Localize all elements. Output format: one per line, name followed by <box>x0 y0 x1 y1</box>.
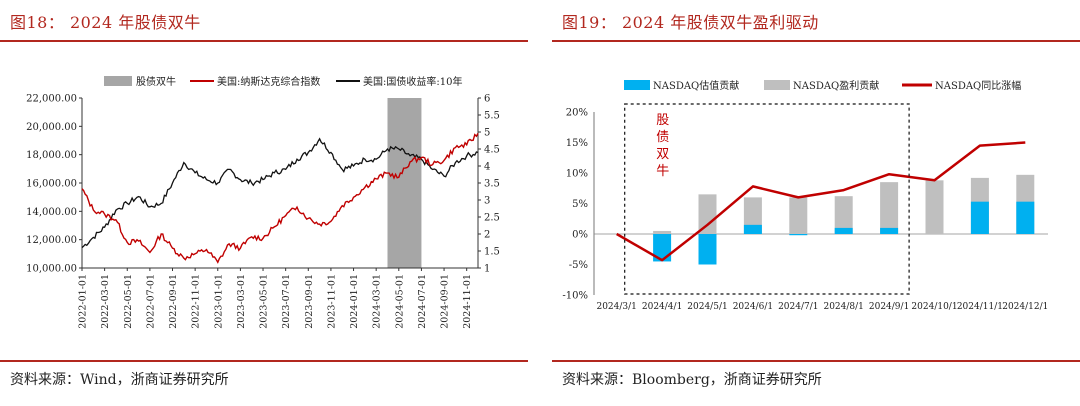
valuation-bar <box>970 201 989 234</box>
earnings-bar <box>698 194 717 234</box>
right-y-tick-label: 5 <box>484 128 490 139</box>
legend-yoy-label: NASDAQ同比涨幅 <box>935 79 1021 92</box>
x-tick-label: 2024-11-01 <box>462 274 473 329</box>
x-tick-label: 2024-03-01 <box>372 274 383 329</box>
earnings-bar <box>925 180 944 234</box>
legend-nasdaq-label: 美国:纳斯达克综合指数 <box>217 75 320 88</box>
x-tick-label: 2024/4/1 <box>642 302 682 312</box>
x-tick-label: 2024/9/1 <box>869 302 909 312</box>
x-tick-label: 2024/8/1 <box>823 302 863 312</box>
right-y-tick-label: 1 <box>484 264 490 275</box>
right-y-tick-label: 5.5 <box>484 111 500 122</box>
y-tick-label: -10% <box>562 291 588 302</box>
right-y-tick-label: 6 <box>484 94 490 105</box>
right-y-tick-label: 4.5 <box>484 145 500 156</box>
y-tick-label: 0% <box>572 230 588 241</box>
earnings-driver-bar-chart: NASDAQ估值贡献 NASDAQ盈利贡献 NASDAQ同比涨幅 -10% -5% 0% 5… <box>562 79 1048 312</box>
figure-19-panel: 图19： 2024 年股债双牛盈利驱动 NASDAQ估值贡献 NASDAQ盈利贡献… <box>552 0 1080 406</box>
x-tick-label: 2023-03-01 <box>236 274 247 329</box>
right-y-tick-label: 1.5 <box>484 247 500 258</box>
right-y-tick-label: 3 <box>484 196 490 207</box>
x-tick-label: 2022-07-01 <box>145 274 156 329</box>
legend-treasury-label: 美国:国债收益率:10年 <box>363 75 462 88</box>
x-tick-label: 2023-05-01 <box>259 274 270 329</box>
y-tick-label: 10% <box>566 169 588 180</box>
left-y-tick-label: 20,000.00 <box>26 122 77 133</box>
valuation-bar <box>743 224 762 234</box>
legend-shade-swatch <box>104 76 132 86</box>
left-y-tick-label: 22,000.00 <box>26 94 77 105</box>
stock-bond-line-chart: 股债双牛 美国:纳斯达克综合指数 美国:国债收益率:10年 10,000.00 12,0… <box>26 75 500 329</box>
figure-19-title: 图19： 2024 年股债双牛盈利驱动 <box>562 13 819 32</box>
earnings-bar <box>789 197 808 234</box>
left-y-tick-label: 14,000.00 <box>26 207 77 218</box>
x-tick-label: 2023-11-01 <box>326 274 337 329</box>
x-tick-label: 2022-03-01 <box>100 274 111 329</box>
x-tick-label: 2022-09-01 <box>168 274 179 329</box>
title-rule <box>552 40 1080 42</box>
x-tick-label: 2024-07-01 <box>417 274 428 329</box>
title-rule <box>0 40 528 42</box>
x-tick-label: 2024/5/1 <box>687 302 727 312</box>
valuation-bar <box>653 234 672 262</box>
x-tick-label: 2024/6/1 <box>733 302 773 312</box>
valuation-bar <box>698 234 717 265</box>
source-rule <box>552 360 1080 362</box>
figure-19-source: 资料来源：Bloomberg，浙商证券研究所 <box>562 372 822 388</box>
stock-bond-bull-box <box>624 103 910 295</box>
valuation-bar <box>834 227 853 234</box>
earnings-bar <box>653 230 672 234</box>
x-tick-label: 2023-09-01 <box>304 274 315 329</box>
yoy-growth-line <box>616 141 1026 262</box>
left-y-tick-label: 10,000.00 <box>26 264 77 275</box>
source-rule <box>0 360 528 362</box>
left-y-tick-label: 12,000.00 <box>26 235 77 246</box>
nasdaq-index-line <box>81 133 479 264</box>
x-tick-label: 2022-11-01 <box>191 274 202 329</box>
right-y-tick-label: 3.5 <box>484 179 500 190</box>
legend-valuation-swatch <box>624 80 650 90</box>
left-y-tick-label: 16,000.00 <box>26 179 77 190</box>
x-tick-label: 2024/7/1 <box>778 302 818 312</box>
x-tick-label: 2024/10/1 <box>911 302 957 312</box>
legend-earnings-swatch <box>764 80 790 90</box>
x-tick-label: 2024/3/1 <box>596 302 636 312</box>
figure-18-title: 图18： 2024 年股债双牛 <box>10 13 201 32</box>
valuation-bar <box>880 227 899 234</box>
x-tick-label: 2022-01-01 <box>78 274 89 329</box>
right-y-tick-label: 2 <box>484 230 490 241</box>
y-tick-label: 15% <box>566 138 588 149</box>
y-tick-label: 20% <box>566 108 588 119</box>
legend-earnings-label: NASDAQ盈利贡献 <box>793 79 879 92</box>
valuation-bar <box>789 234 808 236</box>
earnings-bar <box>834 196 853 234</box>
stock-bond-bull-annotation: 股债双牛 <box>656 113 669 179</box>
x-tick-label: 2023-01-01 <box>213 274 224 329</box>
shaded-period-band <box>387 98 422 268</box>
x-tick-label: 2022-05-01 <box>123 274 134 329</box>
x-tick-label: 2024-05-01 <box>394 274 405 329</box>
right-y-tick-label: 2.5 <box>484 213 500 224</box>
x-tick-label: 2024-09-01 <box>440 274 451 329</box>
left-y-tick-label: 18,000.00 <box>26 150 77 161</box>
earnings-bar <box>880 182 899 234</box>
right-y-tick-label: 4 <box>484 162 490 173</box>
legend-valuation-label: NASDAQ估值贡献 <box>653 79 739 92</box>
y-tick-label: 5% <box>572 199 588 210</box>
figure-18-panel: 图18： 2024 年股债双牛 股债双牛 美国:纳斯达克综合指数 美国:国债收益率:… <box>0 0 528 406</box>
x-tick-label: 2024/11/1 <box>957 302 1003 312</box>
treasury-yield-line <box>81 137 479 249</box>
valuation-bar <box>1016 201 1035 234</box>
x-tick-label: 2024-01-01 <box>349 274 360 329</box>
x-tick-label: 2024/12/1 <box>1002 302 1048 312</box>
y-tick-label: -5% <box>569 260 588 271</box>
x-tick-label: 2023-07-01 <box>281 274 292 329</box>
legend-shade-label: 股债双牛 <box>136 75 176 88</box>
figure-18-source: 资料来源：Wind，浙商证券研究所 <box>10 372 229 388</box>
